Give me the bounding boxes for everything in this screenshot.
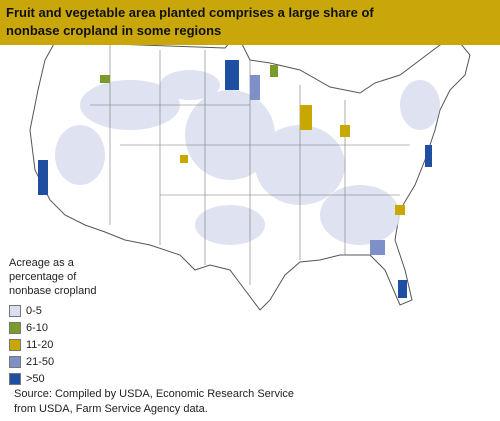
legend-title: Acreage as a percentage of nonbase cropl… <box>9 257 97 297</box>
legend-swatch <box>9 304 21 317</box>
legend-item: 21-50 <box>9 353 119 370</box>
legend-swatch <box>9 372 21 385</box>
legend-item: 0-5 <box>9 302 119 319</box>
legend-swatch <box>9 355 21 368</box>
legend-swatch <box>9 321 21 334</box>
title-bar: Fruit and vegetable area planted compris… <box>0 0 500 45</box>
legend-label: >50 <box>26 372 45 385</box>
legend-swatch <box>9 338 21 351</box>
legend-item: 6-10 <box>9 319 119 336</box>
legend-label: 21-50 <box>26 355 55 368</box>
source: Source: Compiled by USDA, Economic Resea… <box>14 388 295 415</box>
legend-label: 6-10 <box>26 321 49 334</box>
legend-item: >50 <box>9 370 119 387</box>
legend-item: 11-20 <box>9 336 119 353</box>
map <box>29 45 471 311</box>
state-lines <box>90 45 410 285</box>
title: Fruit and vegetable area planted compris… <box>6 5 374 38</box>
legend-label: 11-20 <box>26 338 54 351</box>
legend: Acreage as a percentage of nonbase cropl… <box>9 256 119 387</box>
legend-label: 0-5 <box>26 304 42 317</box>
legend-items: 0-5 6-10 11-20 21-50 >50 <box>9 302 119 387</box>
high-share-patches <box>38 60 432 298</box>
